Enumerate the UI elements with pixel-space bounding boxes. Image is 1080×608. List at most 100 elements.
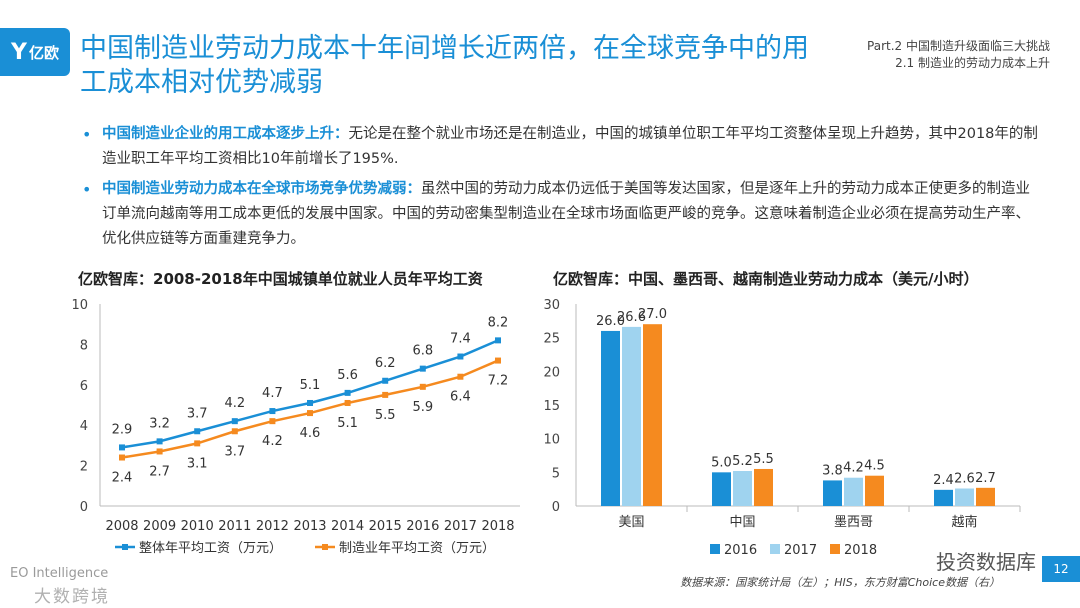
legend-marker bbox=[122, 544, 128, 550]
bullet-item: • 中国制造业企业的用工成本逐步上升：无论是在整个就业市场还是在制造业，中国的城… bbox=[82, 122, 1042, 172]
bar bbox=[955, 488, 974, 506]
data-point bbox=[194, 428, 201, 435]
bar bbox=[865, 475, 884, 506]
brand-cn: 大数跨境 bbox=[34, 587, 110, 607]
legend-marker bbox=[830, 544, 840, 554]
data-label: 8.2 bbox=[488, 315, 509, 330]
y-tick-label: 30 bbox=[543, 298, 560, 313]
line-chart-title: 亿欧智库：2008-2018年中国城镇单位就业人员年平均工资 bbox=[78, 270, 483, 288]
data-point bbox=[495, 357, 501, 364]
data-label: 3.1 bbox=[187, 456, 208, 471]
data-label: 2.7 bbox=[975, 471, 996, 486]
logo-text: 亿欧 bbox=[28, 43, 59, 62]
bar-chart: 0 5 10 15 20 25 30 美国 26.026.627.0 中国 5.0 5.2 5.5 墨西哥… bbox=[543, 298, 1021, 558]
x-tick-label: 越南 bbox=[951, 514, 977, 530]
data-label: 3.8 bbox=[822, 463, 843, 478]
y-tick-label: 15 bbox=[543, 399, 560, 414]
y-tick-label: 4 bbox=[80, 419, 88, 434]
legend-label: 2017 bbox=[784, 543, 817, 558]
data-label: 5.0 bbox=[711, 455, 732, 470]
brand-en: EO Intelligence bbox=[10, 566, 109, 581]
data-label: 3.7 bbox=[224, 444, 245, 459]
x-tick-label: 2008 bbox=[105, 519, 138, 534]
data-label: 26.6 bbox=[617, 310, 646, 325]
bullet-lead: 中国制造业劳动力成本在全球市场竞争优势减弱： bbox=[102, 181, 421, 197]
data-label: 4.2 bbox=[262, 434, 283, 449]
y-tick-label: 8 bbox=[80, 338, 88, 353]
legend-label: 制造业年平均工资（万元） bbox=[339, 541, 495, 556]
data-point bbox=[419, 383, 426, 390]
data-label: 2.4 bbox=[933, 473, 954, 488]
data-point bbox=[156, 438, 163, 445]
y-tick-label: 5 bbox=[552, 466, 560, 481]
y-tick-label: 20 bbox=[543, 365, 560, 380]
bullet-list: • 中国制造业企业的用工成本逐步上升：无论是在整个就业市场还是在制造业，中国的城… bbox=[82, 122, 1042, 257]
data-label: 4.6 bbox=[300, 426, 321, 441]
watermark-text: 投资数据库 bbox=[936, 550, 1036, 574]
bar bbox=[934, 489, 953, 506]
bar bbox=[844, 477, 863, 506]
data-point bbox=[307, 399, 313, 406]
data-label: 4.2 bbox=[224, 396, 245, 411]
bullet-text: 虽然中国的劳动力成本仍远低于美国等发达国家，但是逐年上升的劳动力成本正使更多的制… bbox=[102, 181, 1030, 247]
data-label: 7.2 bbox=[488, 374, 509, 389]
legend-marker bbox=[710, 544, 720, 554]
bar bbox=[712, 472, 731, 506]
y-tick-label: 0 bbox=[552, 500, 560, 515]
x-tick-label: 2010 bbox=[181, 519, 214, 534]
data-label: 6.2 bbox=[375, 356, 396, 371]
x-tick-label: 墨西哥 bbox=[834, 515, 873, 530]
bar bbox=[622, 326, 641, 506]
data-point bbox=[419, 365, 426, 372]
y-tick-label: 10 bbox=[71, 298, 88, 313]
data-label: 5.5 bbox=[375, 408, 396, 423]
data-label: 5.1 bbox=[300, 378, 321, 393]
x-tick-label: 2018 bbox=[481, 519, 514, 534]
part-line-2: 2.1 制造业的劳动力成本上升 bbox=[895, 56, 1050, 70]
bullet-text: 无论是在整个就业市场还是在制造业，中国的城镇单位职工年平均工资整体呈现上升趋势，… bbox=[102, 126, 1038, 167]
legend-marker bbox=[322, 544, 328, 550]
data-point bbox=[307, 410, 313, 417]
bar bbox=[754, 468, 773, 506]
data-label: 4.2 bbox=[843, 461, 864, 476]
x-tick-label: 2017 bbox=[444, 519, 477, 534]
data-label: 5.6 bbox=[337, 368, 358, 383]
x-tick-label: 2013 bbox=[293, 519, 326, 534]
data-point bbox=[495, 337, 501, 344]
y-tick-label: 10 bbox=[543, 433, 560, 448]
x-tick-label: 2014 bbox=[331, 519, 364, 534]
y-tick-label: 0 bbox=[80, 500, 88, 515]
page-number: 12 bbox=[1042, 556, 1080, 582]
x-tick-label: 2009 bbox=[143, 519, 176, 534]
data-label: 6.8 bbox=[412, 344, 433, 359]
data-point bbox=[344, 389, 351, 396]
bar bbox=[601, 330, 620, 506]
legend-label: 整体年平均工资（万元） bbox=[139, 541, 282, 556]
data-label: 5.5 bbox=[753, 452, 774, 467]
legend-label: 2016 bbox=[724, 543, 757, 558]
x-tick-label: 2016 bbox=[406, 519, 439, 534]
data-point bbox=[457, 353, 464, 360]
data-point bbox=[231, 418, 238, 425]
series-line bbox=[121, 359, 499, 459]
data-label: 7.4 bbox=[450, 332, 471, 347]
x-tick-label: 美国 bbox=[618, 515, 644, 530]
bullet-dot-icon: • bbox=[82, 125, 92, 144]
legend-marker bbox=[770, 544, 780, 554]
data-label: 3.7 bbox=[187, 406, 208, 421]
data-point bbox=[269, 418, 276, 425]
data-label: 5.1 bbox=[337, 416, 358, 431]
data-label: 4.7 bbox=[262, 386, 283, 401]
data-label: 26.0 bbox=[596, 314, 625, 329]
bar-chart-title: 亿欧智库：中国、墨西哥、越南制造业劳动力成本（美元/小时） bbox=[553, 270, 979, 288]
bar bbox=[643, 324, 662, 506]
data-point bbox=[119, 454, 125, 461]
bar bbox=[823, 480, 842, 506]
data-point bbox=[344, 399, 351, 406]
data-label: 27.0 bbox=[638, 307, 667, 322]
data-label: 4.5 bbox=[864, 459, 885, 474]
part-line-1: Part.2 中国制造升级面临三大挑战 bbox=[867, 39, 1050, 53]
y-tick-label: 6 bbox=[80, 379, 88, 394]
data-point bbox=[269, 408, 276, 415]
y-tick-label: 25 bbox=[543, 332, 560, 347]
